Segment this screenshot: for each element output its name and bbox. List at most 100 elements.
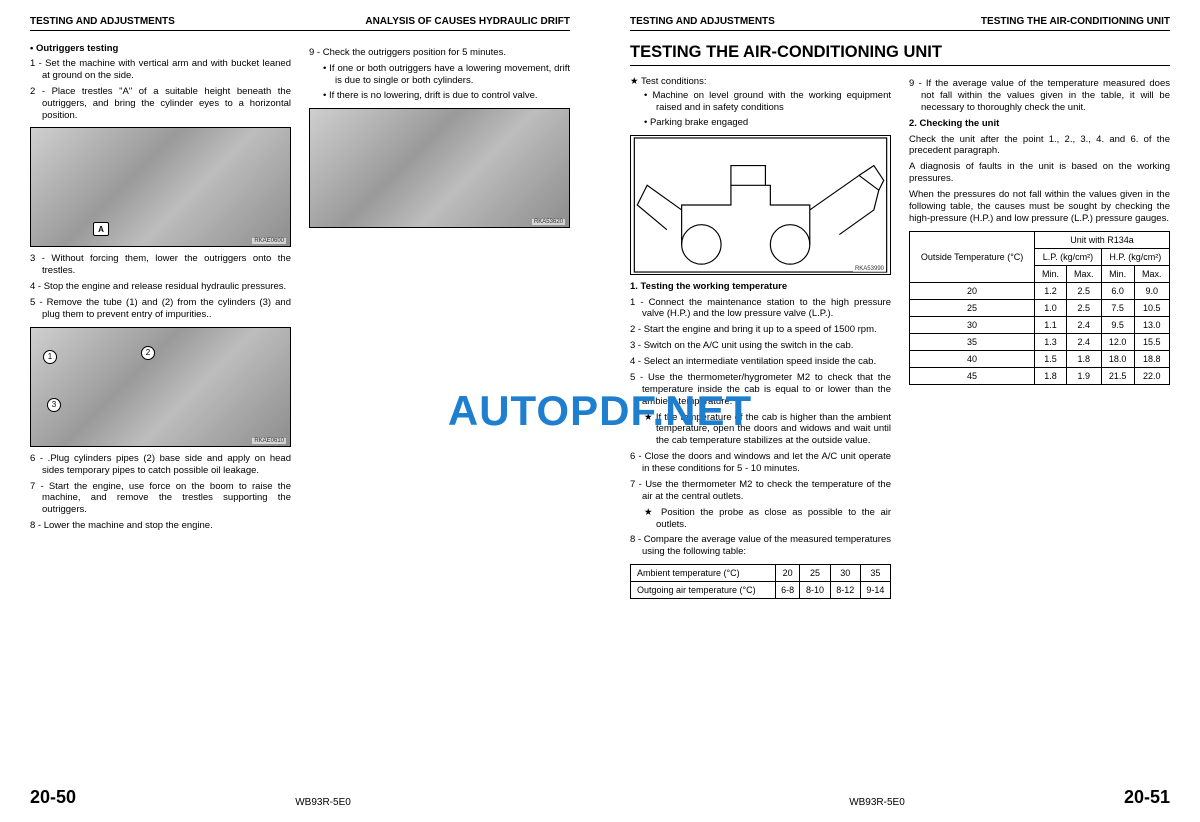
step-text: 7 - Start the engine, use force on the b… bbox=[42, 481, 291, 517]
table-cell: 6-8 bbox=[775, 582, 800, 599]
table-cell: 2.4 bbox=[1066, 316, 1101, 333]
page-right: TESTING AND ADJUSTMENTS TESTING THE AIR-… bbox=[600, 0, 1200, 822]
table-cell: 9.0 bbox=[1134, 282, 1169, 299]
step-text: 6 - .Plug cylinders pipes (2) base side … bbox=[42, 453, 291, 477]
table-cell: 15.5 bbox=[1134, 333, 1169, 350]
table-cell: 7.5 bbox=[1101, 299, 1134, 316]
table-cell: 10.5 bbox=[1134, 299, 1169, 316]
test-condition: Machine on level ground with the working… bbox=[656, 90, 891, 114]
star-note: Position the probe as close as possible … bbox=[656, 507, 891, 531]
table-rowhead: Outgoing air temperature (°C) bbox=[631, 582, 776, 599]
figure-cylinder-tubes: 1 2 3 RKAE0610 bbox=[30, 327, 291, 447]
right-col-2: 9 - If the average value of the temperat… bbox=[909, 74, 1170, 779]
model-code: WB93R-5E0 bbox=[849, 797, 905, 808]
page-number: 20-51 bbox=[1124, 787, 1170, 808]
page-footer: 20-50 WB93R-5E0 bbox=[30, 787, 570, 808]
table-cell: 9-14 bbox=[860, 582, 890, 599]
step-text: 7 - Use the thermometer M2 to check the … bbox=[642, 479, 891, 503]
pressure-table: Outside Temperature (°C) Unit with R134a… bbox=[909, 231, 1170, 385]
step-text: 6 - Close the doors and windows and let … bbox=[642, 451, 891, 475]
table-cell: 18.0 bbox=[1101, 350, 1134, 367]
table-cell: 40 bbox=[910, 350, 1035, 367]
table-cell: 1.2 bbox=[1035, 282, 1067, 299]
figure-code: RKAE0610 bbox=[252, 438, 286, 444]
table-header: Min. bbox=[1101, 265, 1134, 282]
figure-label-1: 1 bbox=[43, 350, 57, 364]
table-header: Max. bbox=[1066, 265, 1101, 282]
sub-bullet: If one or both outriggers have a lowerin… bbox=[335, 63, 570, 87]
table-cell: 12.0 bbox=[1101, 333, 1134, 350]
table-cell: 30 bbox=[910, 316, 1035, 333]
table-cell: 1.1 bbox=[1035, 316, 1067, 333]
right-col-1: Test conditions: Machine on level ground… bbox=[630, 74, 891, 779]
paragraph: Check the unit after the point 1., 2., 3… bbox=[909, 134, 1170, 158]
table-cell: 1.3 bbox=[1035, 333, 1067, 350]
step-text: 9 - Check the outriggers position for 5 … bbox=[321, 47, 570, 59]
table-cell: 1.8 bbox=[1066, 350, 1101, 367]
table-cell: 1.0 bbox=[1035, 299, 1067, 316]
header-topic: TESTING THE AIR-CONDITIONING UNIT bbox=[981, 16, 1170, 27]
step-text: 4 - Select an intermediate ventilation s… bbox=[642, 356, 891, 368]
table-cell: 6.0 bbox=[1101, 282, 1134, 299]
table-cell: 25 bbox=[800, 565, 830, 582]
table-cell: 2.4 bbox=[1066, 333, 1101, 350]
left-col-1: Outriggers testing 1 - Set the machine w… bbox=[30, 43, 291, 779]
step-text: 8 - Lower the machine and stop the engin… bbox=[42, 520, 291, 532]
table-cell: 1.5 bbox=[1035, 350, 1067, 367]
table-header: L.P. (kg/cm²) bbox=[1035, 248, 1102, 265]
page-header-right: TESTING AND ADJUSTMENTS TESTING THE AIR-… bbox=[630, 16, 1170, 31]
step-text: 1 - Set the machine with vertical arm an… bbox=[42, 58, 291, 82]
figure-outrigger-trestle: A RKAE0600 bbox=[30, 127, 291, 247]
page-body: Outriggers testing 1 - Set the machine w… bbox=[30, 43, 570, 779]
step-text: 2 - Place trestles "A" of a suitable hei… bbox=[42, 86, 291, 122]
figure-code: RKA53620 bbox=[532, 219, 565, 225]
figure-code: RKAE0600 bbox=[252, 238, 286, 244]
subsection-title: 2. Checking the unit bbox=[909, 118, 1170, 130]
table-cell: 8-12 bbox=[830, 582, 860, 599]
test-condition: Parking brake engaged bbox=[656, 117, 891, 129]
table-header: Min. bbox=[1035, 265, 1067, 282]
outriggers-heading: Outriggers testing bbox=[42, 43, 291, 54]
table-cell: 20 bbox=[910, 282, 1035, 299]
figure-label-2: 2 bbox=[141, 346, 155, 360]
table-cell: 35 bbox=[910, 333, 1035, 350]
test-conditions-label: Test conditions: bbox=[630, 76, 891, 87]
page-body: Test conditions: Machine on level ground… bbox=[630, 74, 1170, 779]
step-text: 5 - Remove the tube (1) and (2) from the… bbox=[42, 297, 291, 321]
model-code: WB93R-5E0 bbox=[295, 797, 351, 808]
table-cell: 8-10 bbox=[800, 582, 830, 599]
table-cell: 18.8 bbox=[1134, 350, 1169, 367]
header-topic: ANALYSIS OF CAUSES HYDRAULIC DRIFT bbox=[365, 16, 570, 27]
table-header: Unit with R134a bbox=[1035, 231, 1170, 248]
table-rowhead: Ambient temperature (°C) bbox=[631, 565, 776, 582]
step-text: 8 - Compare the average value of the mea… bbox=[642, 534, 891, 558]
table-cell: 30 bbox=[830, 565, 860, 582]
table-row: 40 1.5 1.8 18.0 18.8 bbox=[910, 350, 1170, 367]
left-col-2: 9 - Check the outriggers position for 5 … bbox=[309, 43, 570, 779]
table-cell: 9.5 bbox=[1101, 316, 1134, 333]
step-text: 4 - Stop the engine and release residual… bbox=[42, 281, 291, 293]
figure-label-a: A bbox=[93, 222, 109, 236]
table-cell: 1.9 bbox=[1066, 367, 1101, 384]
figure-code: RKA53990 bbox=[853, 266, 886, 272]
page-left: TESTING AND ADJUSTMENTS ANALYSIS OF CAUS… bbox=[0, 0, 600, 822]
step-text: 3 - Without forcing them, lower the outr… bbox=[42, 253, 291, 277]
table-row: 25 1.0 2.5 7.5 10.5 bbox=[910, 299, 1170, 316]
tractor-svg bbox=[631, 136, 890, 274]
page-header-left: TESTING AND ADJUSTMENTS ANALYSIS OF CAUS… bbox=[30, 16, 570, 31]
subsection-title: 1. Testing the working temperature bbox=[630, 281, 891, 293]
table-row: 20 1.2 2.5 6.0 9.0 bbox=[910, 282, 1170, 299]
paragraph: A diagnosis of faults in the unit is bas… bbox=[909, 161, 1170, 185]
table-cell: 35 bbox=[860, 565, 890, 582]
table-cell: 2.5 bbox=[1066, 282, 1101, 299]
ambient-temp-table: Ambient temperature (°C) 20 25 30 35 Out… bbox=[630, 564, 891, 599]
table-cell: 22.0 bbox=[1134, 367, 1169, 384]
header-section: TESTING AND ADJUSTMENTS bbox=[630, 16, 775, 27]
paragraph: When the pressures do not fall within th… bbox=[909, 189, 1170, 225]
table-cell: 2.5 bbox=[1066, 299, 1101, 316]
step-text: 2 - Start the engine and bring it up to … bbox=[642, 324, 891, 336]
figure-outrigger-check: RKA53620 bbox=[309, 108, 570, 228]
page-number: 20-50 bbox=[30, 787, 76, 808]
sub-bullet: If there is no lowering, drift is due to… bbox=[335, 90, 570, 102]
section-title: TESTING THE AIR-CONDITIONING UNIT bbox=[630, 43, 1170, 66]
